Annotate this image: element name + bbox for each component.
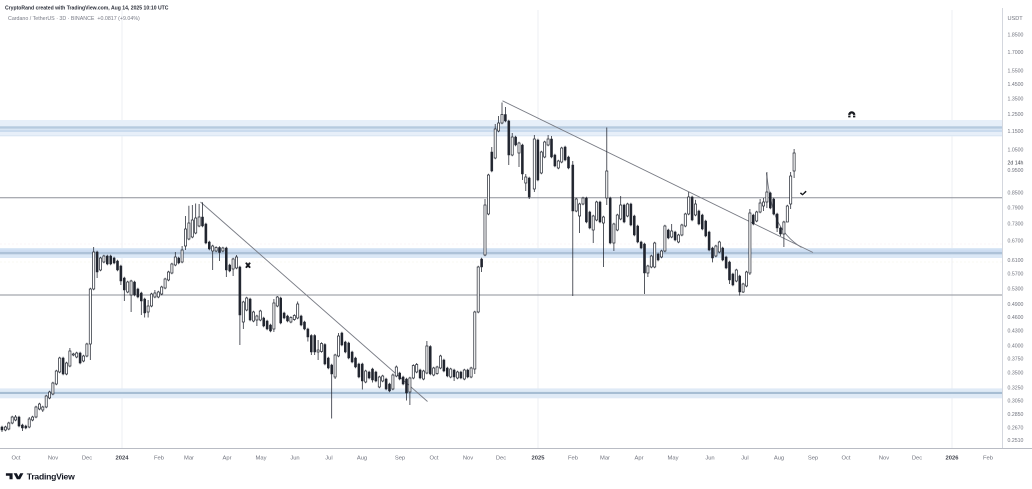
svg-text:Feb: Feb (154, 456, 164, 462)
svg-text:1.3500: 1.3500 (1008, 97, 1024, 103)
svg-text:1.4500: 1.4500 (1008, 82, 1024, 88)
svg-text:0.4000: 0.4000 (1008, 343, 1024, 349)
svg-text:0.5700: 0.5700 (1008, 272, 1024, 278)
svg-text:Aug: Aug (357, 456, 367, 462)
svg-text:1.0500: 1.0500 (1008, 148, 1024, 154)
svg-text:Jul: Jul (741, 456, 748, 462)
svg-text:0.2510: 0.2510 (1008, 438, 1024, 444)
svg-text:Apr: Apr (222, 456, 231, 462)
svg-text:Dec: Dec (82, 456, 92, 462)
svg-text:Mar: Mar (184, 456, 194, 462)
svg-text:Feb: Feb (568, 456, 578, 462)
svg-text:Nov: Nov (463, 456, 473, 462)
svg-text:0.4600: 0.4600 (1008, 315, 1024, 321)
svg-text:2d 14h: 2d 14h (1008, 161, 1024, 167)
svg-text:May: May (668, 456, 679, 462)
svg-text:Jun: Jun (705, 456, 714, 462)
svg-text:Feb: Feb (983, 456, 993, 462)
svg-text:1.8500: 1.8500 (1008, 33, 1024, 39)
svg-text:1.2500: 1.2500 (1008, 112, 1024, 118)
svg-text:0.3050: 0.3050 (1008, 398, 1024, 404)
svg-text:0.2670: 0.2670 (1008, 425, 1024, 431)
svg-text:1.1500: 1.1500 (1008, 129, 1024, 135)
svg-text:Jul: Jul (325, 456, 332, 462)
svg-text:0.5300: 0.5300 (1008, 286, 1024, 292)
svg-text:Nov: Nov (48, 456, 58, 462)
svg-text:0.7900: 0.7900 (1008, 205, 1024, 211)
svg-text:0.7300: 0.7300 (1008, 221, 1024, 227)
svg-text:Jun: Jun (290, 456, 299, 462)
svg-text:0.4900: 0.4900 (1008, 302, 1024, 308)
svg-text:Dec: Dec (912, 456, 922, 462)
svg-text:0.6100: 0.6100 (1008, 258, 1024, 264)
svg-text:0.8500: 0.8500 (1008, 191, 1024, 197)
svg-text:0.3500: 0.3500 (1008, 371, 1024, 377)
svg-text:Oct: Oct (841, 456, 850, 462)
svg-text:2025: 2025 (532, 456, 546, 462)
svg-text:Sep: Sep (808, 456, 818, 462)
svg-text:0.3750: 0.3750 (1008, 357, 1024, 363)
svg-text:0.9500: 0.9500 (1008, 168, 1024, 174)
svg-text:0.4300: 0.4300 (1008, 329, 1024, 335)
svg-text:2026: 2026 (946, 456, 960, 462)
svg-text:Oct: Oct (429, 456, 438, 462)
svg-text:Sep: Sep (395, 456, 405, 462)
svg-text:USDT: USDT (1008, 16, 1024, 22)
svg-text:May: May (256, 456, 267, 462)
svg-text:Apr: Apr (634, 456, 643, 462)
svg-text:1.7000: 1.7000 (1008, 50, 1024, 56)
svg-text:0.6700: 0.6700 (1008, 239, 1024, 245)
svg-text:2024: 2024 (116, 456, 130, 462)
svg-text:Aug: Aug (774, 456, 784, 462)
svg-text:0.2850: 0.2850 (1008, 412, 1024, 418)
svg-text:0.3250: 0.3250 (1008, 386, 1024, 392)
svg-text:Mar: Mar (600, 456, 610, 462)
svg-text:Dec: Dec (496, 456, 506, 462)
svg-text:TradingView: TradingView (27, 472, 75, 482)
svg-text:CryptoRand created with Tradin: CryptoRand created with TradingView.com,… (5, 6, 169, 12)
svg-text:Nov: Nov (879, 456, 889, 462)
svg-text:1.5500: 1.5500 (1008, 69, 1024, 75)
svg-text:Cardano / TetherUS · 3D · BINA: Cardano / TetherUS · 3D · BINANCE +0.081… (8, 16, 140, 22)
svg-text:Oct: Oct (11, 456, 20, 462)
